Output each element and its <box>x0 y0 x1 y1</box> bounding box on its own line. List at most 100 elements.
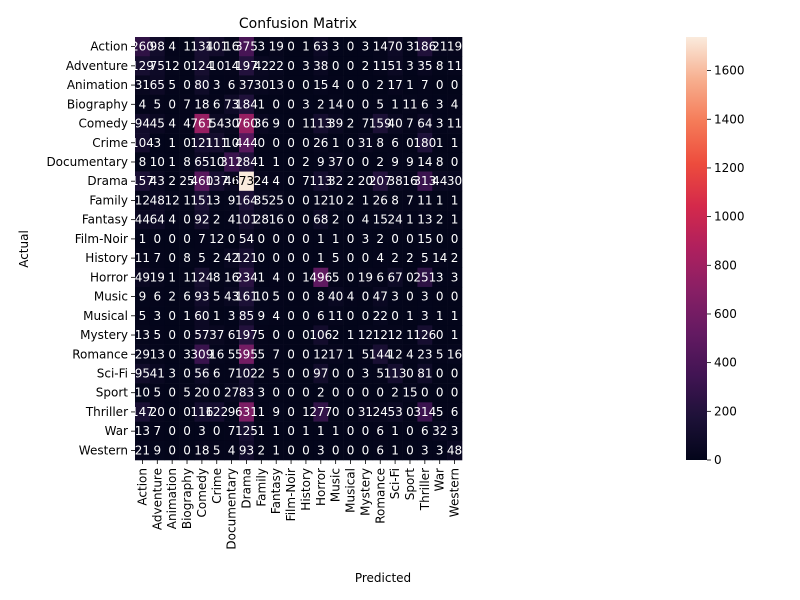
cell-annotation: 1 <box>436 309 444 323</box>
heatmap-cell <box>179 171 195 192</box>
heatmap-cell <box>417 306 433 326</box>
heatmap-cell <box>135 37 151 57</box>
cell-annotation: 3 <box>153 309 161 323</box>
heatmap-cell <box>447 267 463 288</box>
heatmap-cell <box>298 440 314 461</box>
cell-annotation: 12 <box>387 347 402 361</box>
heatmap-cell <box>328 152 344 172</box>
cell-annotation: 51 <box>387 59 402 73</box>
cell-annotation: 0 <box>332 366 340 380</box>
cell-annotation: 0 <box>347 366 355 380</box>
cell-annotation: 7 <box>198 232 206 246</box>
heatmap-cell <box>343 94 359 115</box>
heatmap-cell <box>387 344 403 365</box>
cell-annotation: 0 <box>168 328 176 342</box>
cell-annotation: 38 <box>387 174 402 188</box>
heatmap-cell <box>357 171 374 192</box>
heatmap-cell <box>209 421 225 442</box>
x-tick-label: Sport <box>403 468 417 501</box>
cell-annotation: 113 <box>309 174 332 188</box>
heatmap-cell <box>194 325 210 345</box>
cell-annotation: 0 <box>287 155 295 169</box>
cell-annotation: 9 <box>228 193 236 207</box>
heatmap-cell <box>417 210 433 230</box>
heatmap-cell <box>447 344 463 365</box>
heatmap-cell <box>194 363 210 384</box>
cell-annotation: 1 <box>391 424 399 438</box>
heatmap-cell <box>417 248 433 269</box>
heatmap-cell <box>209 56 225 76</box>
colorbar-tick-label: 200 <box>714 404 737 418</box>
heatmap-cell <box>135 344 151 365</box>
heatmap-cell <box>417 363 433 384</box>
heatmap-cell <box>209 267 225 288</box>
cell-annotation: 8 <box>183 251 191 265</box>
heatmap-cell <box>417 56 433 76</box>
heatmap-cell <box>357 75 374 95</box>
cell-annotation: 1 <box>272 155 280 169</box>
cell-annotation: 122 <box>205 405 228 419</box>
heatmap-cell <box>328 190 344 211</box>
heatmap-cell <box>402 210 418 230</box>
heatmap-cell <box>194 152 210 172</box>
heatmap-cell <box>402 37 418 57</box>
heatmap-cell <box>343 248 359 269</box>
cell-annotation: 45 <box>150 117 165 131</box>
cell-annotation: 10 <box>254 290 269 304</box>
cell-annotation: 22 <box>373 309 388 323</box>
cell-annotation: 102 <box>235 366 258 380</box>
heatmap-cell <box>387 325 403 345</box>
y-tick-label: Mystery <box>80 328 128 342</box>
cell-annotation: 0 <box>213 386 221 400</box>
heatmap-cell <box>194 56 210 76</box>
heatmap-cell <box>149 210 166 230</box>
cell-annotation: 0 <box>287 366 295 380</box>
heatmap-cell <box>402 229 418 249</box>
heatmap-cell <box>209 94 225 115</box>
heatmap-cell <box>417 190 433 211</box>
cell-annotation: 44 <box>135 213 150 227</box>
heatmap-cell <box>209 190 225 211</box>
heatmap-cell <box>149 229 166 249</box>
cell-annotation: 0 <box>287 443 295 457</box>
y-tick-label: Film-Noir <box>75 232 128 246</box>
cell-annotation: 0 <box>391 309 399 323</box>
heatmap-cell <box>239 286 255 307</box>
cell-annotation: 101 <box>235 213 258 227</box>
cell-annotation: 2 <box>332 213 340 227</box>
cell-annotation: 116 <box>190 405 213 419</box>
cell-annotation: 0 <box>332 386 340 400</box>
cell-annotation: 16 <box>447 347 462 361</box>
heatmap-cell <box>224 37 240 57</box>
cell-annotation: 314 <box>413 405 436 419</box>
cell-annotation: 12 <box>387 328 402 342</box>
cell-annotation: 5 <box>228 347 236 361</box>
cell-annotation: 3 <box>362 232 370 246</box>
cell-annotation: 0 <box>183 213 191 227</box>
cell-annotation: 3 <box>213 193 221 207</box>
cell-annotation: 207 <box>369 174 392 188</box>
heatmap-cell <box>194 383 210 403</box>
heatmap-cell <box>268 56 284 76</box>
cell-annotation: 30 <box>254 78 269 92</box>
cell-annotation: 7 <box>406 117 414 131</box>
cell-annotation: 0 <box>183 366 191 380</box>
heatmap-cell <box>313 402 329 422</box>
cell-annotation: 2 <box>213 251 221 265</box>
cell-annotation: 0 <box>302 193 310 207</box>
cell-annotation: 8 <box>436 155 444 169</box>
heatmap-cell <box>357 325 374 345</box>
cell-annotation: 0 <box>451 155 459 169</box>
cell-annotation: 0 <box>228 232 236 246</box>
heatmap-cell <box>268 229 284 249</box>
heatmap-cell <box>164 248 180 269</box>
heatmap-cell <box>135 229 151 249</box>
heatmap-cell <box>387 152 403 172</box>
heatmap-cell <box>164 421 180 442</box>
heatmap-cell <box>239 75 255 95</box>
cell-annotation: 18 <box>194 443 209 457</box>
heatmap-cell <box>239 152 255 172</box>
cell-annotation: 3 <box>332 40 340 54</box>
cell-annotation: 7 <box>362 117 370 131</box>
cell-annotation: 5 <box>362 347 370 361</box>
